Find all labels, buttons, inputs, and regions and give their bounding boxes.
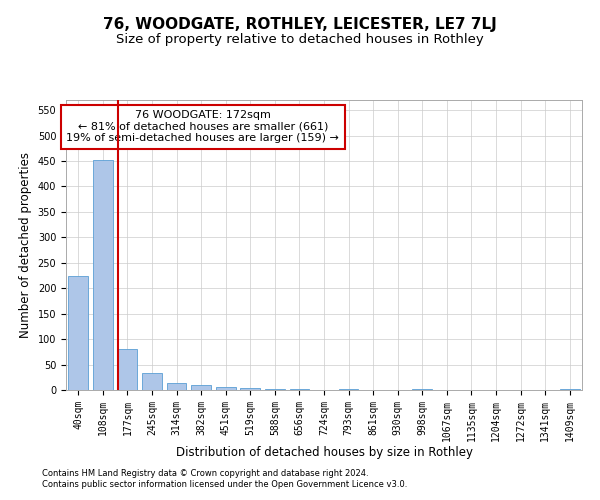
Bar [241, 388, 260, 390]
Bar [93, 160, 113, 390]
Bar [167, 384, 187, 390]
X-axis label: Distribution of detached houses by size in Rothley: Distribution of detached houses by size … [176, 446, 473, 460]
Text: Size of property relative to detached houses in Rothley: Size of property relative to detached ho… [116, 32, 484, 46]
Text: Contains HM Land Registry data © Crown copyright and database right 2024.: Contains HM Land Registry data © Crown c… [42, 468, 368, 477]
Bar [216, 387, 236, 390]
Bar [142, 373, 162, 390]
Bar [118, 350, 137, 390]
Text: Contains public sector information licensed under the Open Government Licence v3: Contains public sector information licen… [42, 480, 407, 489]
Bar [68, 276, 88, 390]
Bar [191, 386, 211, 390]
Y-axis label: Number of detached properties: Number of detached properties [19, 152, 32, 338]
Text: 76 WOODGATE: 172sqm
← 81% of detached houses are smaller (661)
19% of semi-detac: 76 WOODGATE: 172sqm ← 81% of detached ho… [67, 110, 339, 144]
Text: 76, WOODGATE, ROTHLEY, LEICESTER, LE7 7LJ: 76, WOODGATE, ROTHLEY, LEICESTER, LE7 7L… [103, 18, 497, 32]
